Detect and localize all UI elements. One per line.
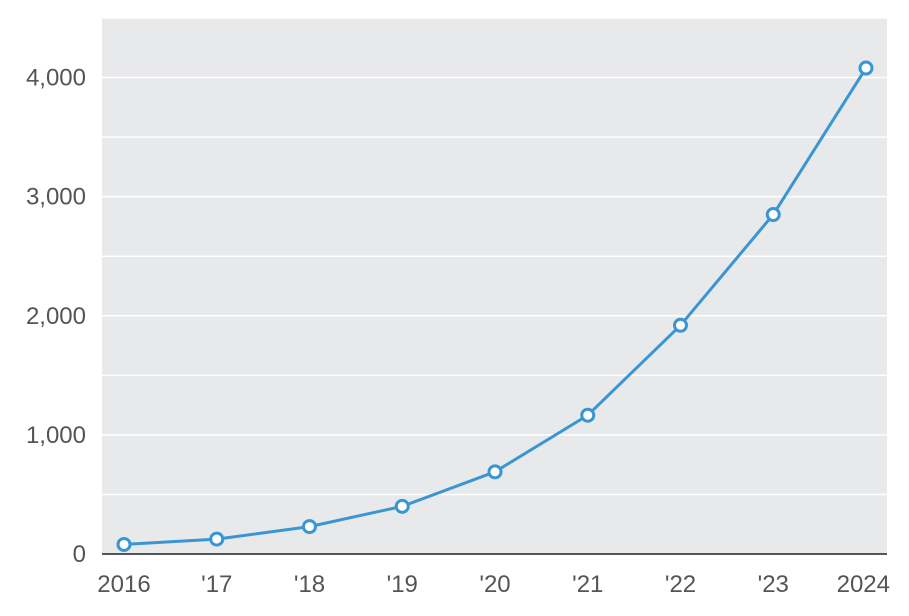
data-point (673, 317, 688, 333)
data-point (209, 531, 225, 547)
gridlines (102, 17, 887, 496)
y-tick-label: 3,000 (26, 184, 86, 211)
y-tick-label: 1,000 (26, 422, 86, 449)
x-tick-label: 2016 (97, 571, 150, 598)
x-tick-label: 2024 (837, 571, 890, 598)
y-tick-labels: 0 1,000 2,000 3,000 4,000 (26, 65, 86, 568)
x-tick-label: '21 (572, 571, 603, 598)
x-tick-label: '19 (387, 571, 418, 598)
x-tick-label: '18 (294, 571, 325, 598)
data-point (302, 519, 317, 535)
data-point (394, 498, 410, 514)
x-tick-label: '17 (201, 571, 232, 598)
data-point (765, 207, 781, 223)
data-point (116, 536, 132, 552)
data-point (858, 60, 874, 76)
data-points (116, 60, 874, 552)
data-point (580, 407, 596, 423)
x-tick-label: '23 (758, 571, 789, 598)
y-tick-label: 0 (73, 541, 86, 568)
y-tick-label: 2,000 (26, 303, 86, 330)
x-tick-label: '20 (479, 571, 510, 598)
y-tick-label: 4,000 (26, 65, 86, 92)
x-tick-label: '22 (665, 571, 696, 598)
data-point (487, 464, 503, 480)
x-tick-labels: 2016 '17 '18 '19 '20 '21 '22 '23 2024 (97, 571, 890, 598)
